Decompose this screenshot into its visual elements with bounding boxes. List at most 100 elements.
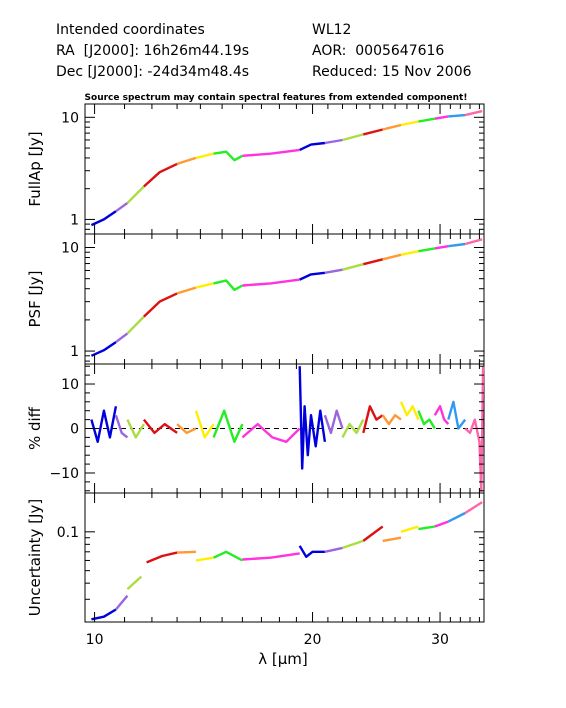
spectrum-segment [241,422,301,443]
spectrum-segment [342,539,364,550]
spectrum-segment [382,253,402,261]
spectrum-segment [464,366,485,492]
spectrum-segment [195,556,214,562]
spectrum-segment [399,401,420,421]
spectrum-segment [213,279,243,291]
panel-psf: 1 10 PSF [Jy] [26,233,485,365]
spectrum-segment [91,608,117,621]
target-name: WL12 [312,22,352,38]
x-tick-label: 30 [431,632,449,648]
spectrum-segment [363,258,383,266]
y-axis-label: Uncertainty [Jy] [26,499,44,616]
spectrum-segment [212,409,244,443]
spectrum-segment [434,245,449,250]
spectrum-segment [342,133,364,142]
spectrum-segment [433,405,450,425]
spectrum-segment [143,292,178,318]
y-tick-label: 1 [70,212,79,228]
spectrum-segment [142,418,178,435]
spectrum-segment [342,263,364,271]
panel-pct-diff: 10 0 −10 % diff [26,363,485,494]
panel-fullap: 1 10 FullAp [Jy] [26,103,485,235]
spectrum-segment [90,406,118,443]
spectrum-segment [464,109,483,117]
panel-frame [84,233,485,365]
reduced-line: Reduced: 15 Nov 2006 [312,64,472,80]
spectrum-segment [126,575,143,590]
spectrum-segment [213,150,243,162]
spectrum-segment [177,550,196,554]
y-tick-label: 0.1 [57,525,79,541]
spectrum-segment [341,419,365,438]
panel-uncertainty: 0.1 Uncertainty [Jy] [26,492,485,623]
spectrum-segment [242,552,300,561]
spectrum-segment [115,202,129,213]
spectrum-segment [400,250,419,256]
spectrum-segment [382,536,402,543]
panel-frame [84,103,485,235]
spectrum-segment [90,210,117,227]
spectrum-segment [464,238,483,246]
y-tick-label: 10 [61,377,79,393]
x-tick-label: 10 [86,632,104,648]
spectrum-segment [126,185,145,204]
y-tick-label: 0 [70,422,79,438]
panel-frame [84,492,485,623]
spectrum-segment [126,419,145,439]
spectrum-segment [298,545,325,558]
spectrum-segment [382,123,402,131]
x-axis-label: λ [μm] [258,650,308,668]
ra-line: RA [J2000]: 16h26m44.19s [56,43,249,59]
spectrum-segment [417,410,436,430]
spectrum-segment [299,271,326,281]
spectrum-segment [114,594,129,611]
spectrum-segment [448,113,466,118]
spectrum-segment [114,414,129,439]
spectrum-segment [434,115,449,120]
spectrum-segment [447,400,467,430]
spectrum-segment [324,138,343,145]
spectrum-segment [242,278,300,287]
x-tick-label: 20 [304,632,322,648]
intended-coordinates-label: Intended coordinates [56,22,205,38]
y-axis-label: FullAp [Jy] [26,131,44,206]
spectrum-segment [362,405,384,434]
spectrum-segment [194,410,215,439]
y-tick-label: −10 [49,466,79,482]
spectrum-segment [176,286,197,295]
spectrum-segment [299,141,326,151]
spectrum-segment [418,525,435,531]
spectrum-segment [90,341,117,357]
spectrum-segment [363,128,383,136]
spectrum-segment [447,511,466,523]
spectrum-segment [362,525,384,542]
y-tick-label: 10 [61,240,79,256]
spectrum-segment [213,550,243,562]
spectrum-segment [400,525,419,533]
spectrum-segment [323,409,344,435]
spectrum-segment [324,546,343,553]
spectrum-segment [126,315,145,335]
extended-component-note: Source spectrum may contain spectral fea… [85,93,468,103]
spectrum-segment [143,162,178,188]
y-axis-label: PSF [Jy] [26,271,44,328]
dec-line: Dec [J2000]: -24d34m48.4s [56,64,250,80]
spectrum-segment [418,117,436,123]
spectrum-segment [464,501,483,515]
spectrum-segment [195,282,214,289]
spectrum-segment [434,520,449,528]
aor-line: AOR: 0005647616 [312,43,445,59]
spectrum-segment [324,268,343,274]
spectrum-segment [381,414,402,426]
spectrum-segment [115,332,129,344]
spectrum-segment [176,423,197,435]
spectrum-segment [176,156,197,166]
spectrum-segment [418,247,436,253]
spectrum-segment [242,148,300,157]
y-tick-label: 1 [70,344,79,360]
spectrum-segment [146,551,178,564]
spectrum-segment [400,120,419,127]
spectrum-segment [448,242,466,248]
spectrum-segment [298,366,327,470]
